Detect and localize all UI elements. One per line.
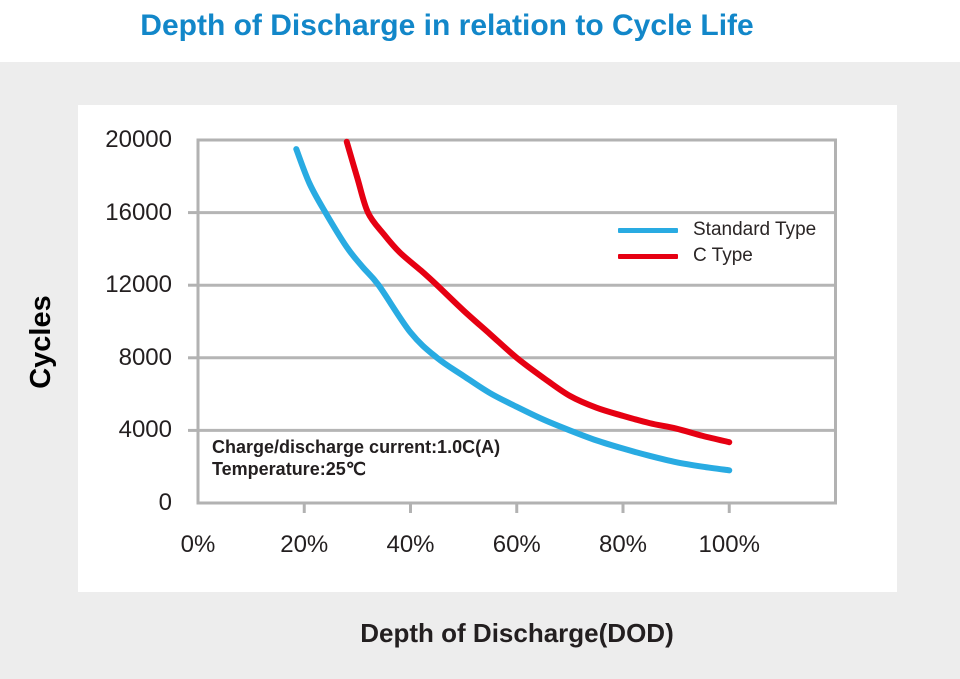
x-tick-label: 80% [598, 531, 648, 558]
x-tick-label: 40% [386, 531, 435, 558]
y-tick-label: 12000 [105, 271, 172, 299]
y-tick-label: 0 [158, 489, 172, 516]
page-title: Depth of Discharge in relation to Cycle … [140, 9, 754, 42]
x-tick-label: 20% [280, 531, 329, 558]
chart-plot-area [188, 138, 837, 513]
y-tick-label: 16000 [105, 198, 172, 226]
y-tick-label: 4000 [118, 416, 172, 444]
standard-type-line-swatch [618, 227, 678, 233]
y-axis-title: Cycles [25, 295, 57, 389]
c-type-line-swatch [618, 253, 678, 259]
x-tick-label: 100% [698, 531, 760, 558]
x-tick-label: 60% [492, 531, 541, 558]
annotation-line-1: Charge/discharge current:1.0C(A) [212, 437, 501, 457]
y-tick-label: 8000 [118, 343, 172, 371]
legend-label: Standard Type [693, 219, 817, 240]
x-axis-title: Depth of Discharge(DOD) [360, 618, 674, 648]
y-tick-label: 20000 [105, 126, 172, 153]
x-tick-label: 0% [180, 531, 216, 558]
legend-label: C Type [693, 245, 753, 266]
test-conditions-annotation: Charge/discharge current:1.0C(A) Tempera… [212, 436, 500, 480]
plot-border [196, 138, 837, 505]
chart-card: 0 4000 8000 12000 16000 20000 0% 20% 40% 60% 80% 1… [78, 105, 897, 592]
series-curve [293, 146, 733, 474]
legend-item-standard-type: Standard Type [618, 217, 816, 243]
legend-item-c-type: C Type [618, 243, 816, 269]
series-curve [343, 138, 733, 446]
chart-legend: Standard Type C Type [618, 217, 816, 269]
annotation-line-2: Temperature:25℃ [212, 459, 366, 479]
